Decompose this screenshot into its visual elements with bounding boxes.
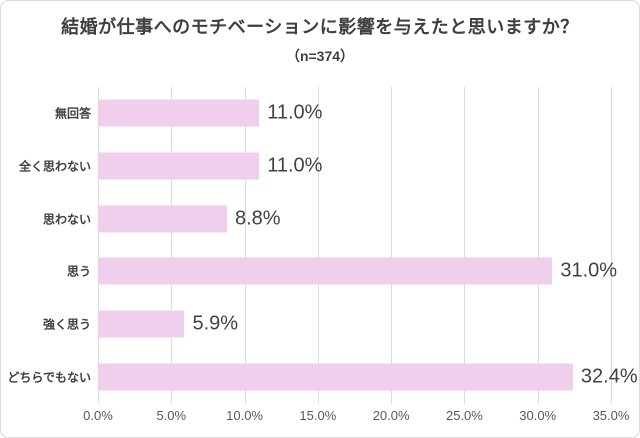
bar (98, 99, 260, 127)
chart-subtitle: （n=374） (285, 48, 355, 64)
x-tick-label: 35.0% (592, 408, 630, 423)
x-tick-label: 15.0% (299, 408, 337, 423)
gridline (98, 87, 99, 403)
chart-title: 結婚が仕事へのモチベーションに影響を与えたと思いますか？ (61, 17, 579, 37)
value-label: 31.0% (560, 259, 618, 282)
bar (98, 363, 573, 391)
gridline (464, 87, 466, 403)
category-label: 無回答 (54, 106, 91, 121)
bar-row: 無回答 11.0% (55, 87, 611, 140)
value-label: 32.4% (580, 365, 638, 388)
bar-row: 思う 31.0% (67, 245, 617, 298)
x-tick-label: 20.0% (372, 408, 410, 423)
category-label: 思う (66, 264, 91, 279)
x-tick-label: 10.0% (226, 408, 263, 423)
value-label: 11.0% (267, 101, 323, 124)
x-tick-label: 0.0% (83, 408, 113, 423)
category-label: 思わない (42, 212, 91, 227)
bar (98, 205, 227, 233)
gridline (244, 87, 246, 403)
bar (98, 257, 553, 285)
value-label: 8.8% (234, 207, 281, 230)
plot-area: 無回答 11.0% 全く思わない 11.0% 思わない 8.8% 思う 31.0… (7, 87, 638, 403)
category-label: 全く思わない (18, 159, 91, 174)
bar (98, 310, 185, 338)
bar-row: どちらでもない 32.4% (7, 350, 638, 403)
x-tick-label: 5.0% (156, 408, 187, 423)
category-label: 強く思う (42, 317, 91, 332)
bar-row: 全く思わない 11.0% (19, 140, 611, 193)
x-axis: 0.0% 5.0% 10.0% 15.0% 20.0% 25.0% 30.0% 35.0% (83, 403, 629, 433)
gridline (391, 87, 393, 403)
gridline (537, 87, 539, 403)
value-label: 5.9% (192, 312, 239, 335)
category-label: どちらでもない (7, 370, 91, 385)
bar-row: 強く思う 5.9% (43, 298, 611, 351)
gridline (317, 87, 319, 403)
gridline (171, 87, 173, 403)
bar-row: 思わない 8.8% (43, 192, 611, 245)
value-label: 11.0% (267, 154, 323, 177)
x-tick-label: 25.0% (445, 408, 483, 423)
x-tick-label: 30.0% (519, 408, 557, 423)
bar (98, 152, 260, 180)
gridline (611, 87, 612, 403)
